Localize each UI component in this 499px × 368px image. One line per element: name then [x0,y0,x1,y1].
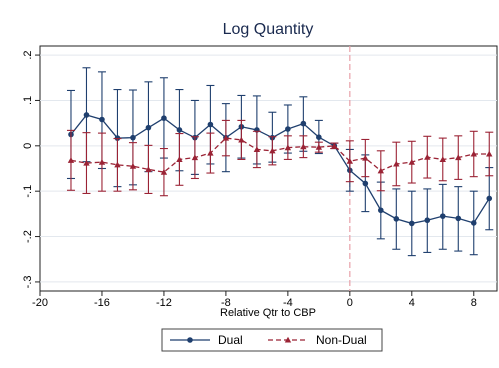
data-point [98,158,106,165]
y-tick-label: -.1 [22,185,34,198]
series-line [70,137,490,173]
data-point [331,142,338,149]
data-point [439,213,446,219]
data-point [378,207,384,214]
data-point [486,195,493,202]
data-point [238,136,245,143]
data-point [114,161,121,168]
series-non-dual [66,119,494,197]
series-line [70,114,490,225]
data-point [130,134,136,141]
y-tick-label: .1 [22,96,34,105]
y-tick-label: -.2 [22,230,34,243]
data-point [439,156,446,162]
legend-marker [187,337,193,343]
x-tick-label: 0 [347,297,353,309]
data-point [176,127,183,133]
data-point [486,150,493,157]
data-point [285,126,291,132]
y-tick-label: .2 [22,50,34,59]
data-point [362,154,369,161]
chart-title: Log Quantity [223,21,314,38]
data-point [424,217,431,224]
data-point [393,160,400,167]
legend-items: Dual Non-Dual [170,333,367,347]
data-point [269,147,276,154]
data-point [300,120,307,127]
x-tick-label: -4 [283,297,293,309]
data-point [424,153,431,160]
data-point [161,115,167,121]
data-point [67,157,75,163]
data-point [393,216,400,222]
x-tick-label: -12 [156,297,172,309]
x-tick-label: 8 [471,297,477,309]
data-point [300,143,307,150]
data-point [222,134,230,141]
plot-frame [39,45,498,292]
legend: Dual Non-Dual [161,328,383,352]
data-point [83,159,90,166]
x-tick-label: -20 [32,297,48,309]
data-point [99,116,105,123]
legend-label: Dual [218,333,243,347]
data-point [145,124,152,131]
data-point [207,149,214,156]
y-tick-label: 0 [22,143,34,149]
data-point [316,134,322,140]
data-point [455,154,462,161]
data-point [455,215,462,222]
data-point [129,163,137,169]
legend-marker [284,336,292,343]
data-point [470,150,477,157]
y-tick-label: -.3 [22,276,34,289]
axis-layer: .2 .1 0 -.1 -.2 -.3 -20 -16 -12 -8 -4 0 4 8 [22,50,477,309]
x-axis-label: Relative Qtr to CBP [220,307,316,319]
data-point [408,220,415,227]
data-point [284,144,292,151]
data-point [253,146,261,153]
data-point [408,158,415,165]
data-point [176,156,183,162]
data-point [191,154,199,161]
data-point [83,112,90,118]
data-point [377,167,385,174]
data-point [160,168,168,175]
data-point [346,158,354,164]
data-point [470,220,477,226]
x-tick-label: -16 [94,297,110,309]
data-point [207,121,214,128]
series-layer [66,67,494,257]
legend-label: Non-Dual [316,333,367,347]
x-tick-label: -8 [221,297,231,309]
x-tick-label: 4 [409,297,415,309]
data-point [145,166,152,172]
data-point [315,143,323,150]
data-point [362,180,369,187]
